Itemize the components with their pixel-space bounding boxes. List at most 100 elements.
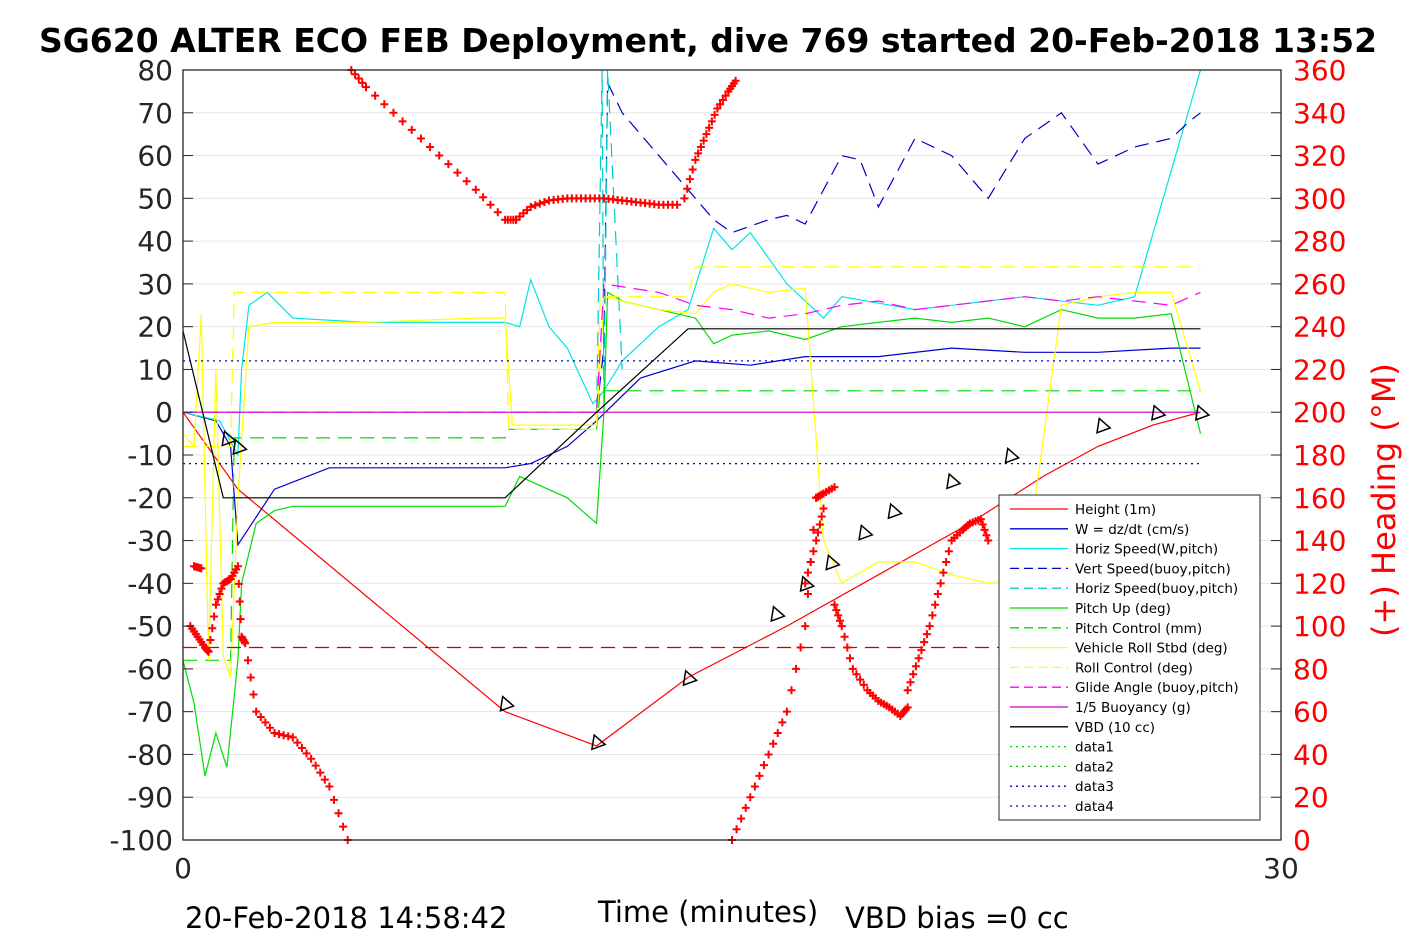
y2-tick-label: 280 xyxy=(1293,225,1346,258)
heading-marker xyxy=(540,198,549,207)
y-tick-label: -60 xyxy=(127,653,173,686)
y2-tick-label: 60 xyxy=(1293,696,1329,729)
heading-marker xyxy=(976,515,985,524)
heading-marker xyxy=(803,590,812,599)
heading-marker xyxy=(840,632,849,641)
heading-marker xyxy=(933,590,942,599)
legend-entry: Vert Speed(buoy,pitch) xyxy=(1075,561,1231,577)
heading-marker xyxy=(982,531,991,540)
heading-marker xyxy=(334,809,343,818)
legend-entry: Glide Angle (buoy,pitch) xyxy=(1075,680,1239,696)
heading-marker xyxy=(217,584,226,593)
y2-tick-label: 220 xyxy=(1293,353,1346,386)
series-line-6 xyxy=(183,390,1201,661)
heading-marker xyxy=(814,528,823,537)
series-line-3 xyxy=(596,82,1201,413)
footer-timestamp: 20-Feb-2018 14:58:42 xyxy=(185,901,507,935)
heading-marker xyxy=(398,117,407,126)
heading-marker xyxy=(371,91,380,100)
heading-marker xyxy=(859,680,868,689)
y-tick-label: -90 xyxy=(127,781,173,814)
heading-marker xyxy=(526,202,535,211)
heading-marker xyxy=(493,208,502,217)
heading-marker xyxy=(243,656,252,665)
heading-marker xyxy=(279,731,288,740)
heading-marker xyxy=(911,662,920,671)
y-tick-label: 80 xyxy=(137,54,173,87)
heading-marker xyxy=(710,110,719,119)
heading-marker xyxy=(769,739,778,748)
heading-marker xyxy=(707,117,716,126)
heading-marker xyxy=(673,200,682,209)
heading-marker xyxy=(696,143,705,151)
heading-marker xyxy=(939,568,948,577)
heading-marker xyxy=(302,749,311,758)
heading-marker xyxy=(764,750,773,759)
heading-marker xyxy=(809,547,818,556)
y-tick-label: 0 xyxy=(155,396,173,429)
legend: Height (1m) W = dz/dt (cm/s) Horiz Speed(W… xyxy=(998,494,1261,821)
heading-marker xyxy=(830,600,839,609)
y2-tick-label: 320 xyxy=(1293,140,1346,173)
heading-marker xyxy=(380,100,389,109)
heading-marker xyxy=(680,194,689,203)
triangle-marker xyxy=(858,523,874,541)
heading-marker xyxy=(852,670,861,679)
heading-marker xyxy=(236,615,245,624)
heading-marker xyxy=(535,199,544,208)
heading-marker xyxy=(688,165,697,174)
heading-marker xyxy=(732,825,741,834)
heading-marker xyxy=(683,184,692,193)
heading-marker xyxy=(235,597,244,606)
triangle-marker xyxy=(499,695,516,712)
series-line-8 xyxy=(183,266,1201,447)
heading-marker xyxy=(906,678,915,687)
heading-marker xyxy=(197,564,206,573)
heading-marker xyxy=(261,718,270,727)
heading-marker xyxy=(426,143,435,151)
x-tick-label: 30 xyxy=(1263,852,1299,885)
triangle-marker xyxy=(1096,417,1112,434)
legend-entry: Horiz Speed(buoy,pitch) xyxy=(1075,581,1238,597)
legend-entry: data2 xyxy=(1075,759,1114,775)
legend-entry: Horiz Speed(W,pitch) xyxy=(1075,542,1218,558)
heading-marker xyxy=(806,557,815,566)
heading-marker xyxy=(856,675,865,684)
y2-tick-label: 240 xyxy=(1293,311,1346,344)
heading-marker xyxy=(815,520,824,529)
y-tick-label: -40 xyxy=(127,567,173,600)
heading-marker xyxy=(685,175,694,184)
y2-tick-label: 180 xyxy=(1293,439,1346,472)
heading-marker xyxy=(750,782,759,791)
heading-marker xyxy=(848,664,857,673)
legend-entry: Vehicle Roll Stbd (deg) xyxy=(1075,641,1228,657)
series-line-1 xyxy=(182,347,1201,547)
triangle-marker xyxy=(770,605,786,623)
series-line-11 xyxy=(182,328,1201,499)
heading-marker xyxy=(809,525,818,534)
heading-marker xyxy=(792,664,801,673)
heading-marker xyxy=(835,616,844,625)
y-tick-label: -20 xyxy=(127,482,173,515)
heading-marker xyxy=(925,622,934,631)
heading-marker xyxy=(760,761,769,770)
y-axis-left: 80 70 60 50 40 30 20 10 0 -10 -20 -30 -40 -50 -60 -70 -8… xyxy=(109,54,193,857)
heading-marker xyxy=(716,100,725,109)
heading-marker xyxy=(944,547,953,556)
triangle-marker xyxy=(1004,446,1021,464)
y-tick-label: -100 xyxy=(109,824,173,857)
heading-marker xyxy=(351,70,360,79)
x-axis-label: Time (minutes) xyxy=(597,895,818,929)
heading-marker xyxy=(718,95,727,104)
heading-marker xyxy=(389,108,398,117)
heading-marker xyxy=(297,744,306,753)
y-axis-right: 3603403203002802602402202001801601401201… xyxy=(1271,54,1346,857)
y-tick-label: -10 xyxy=(127,439,173,472)
y2-axis-label: (+) Heading (°M) xyxy=(1365,363,1403,637)
heading-marker xyxy=(909,670,918,679)
heading-marker xyxy=(796,643,805,652)
legend-entry: Roll Control (deg) xyxy=(1075,660,1193,676)
heading-marker xyxy=(435,151,444,160)
triangle-marker xyxy=(682,669,699,687)
